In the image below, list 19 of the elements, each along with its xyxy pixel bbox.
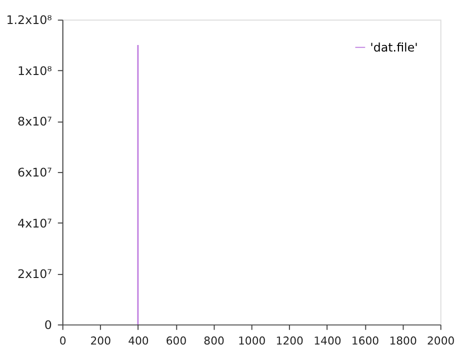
x-tick-label: 200: [90, 334, 112, 348]
y-tick-label: 4x10⁷: [18, 216, 52, 230]
y-tick-label: 0: [44, 318, 52, 332]
x-tick-label: 400: [128, 334, 149, 348]
y-tick-label: 2x10⁷: [18, 267, 52, 282]
x-tick-label: 1800: [389, 334, 417, 348]
x-tick-label: 0: [59, 334, 66, 348]
y-tick-label: 8x10⁷: [18, 114, 52, 129]
x-tick-label: 800: [204, 334, 224, 348]
x-tick-label: 1200: [276, 334, 304, 348]
x-tick-label: 600: [166, 334, 187, 348]
x-tick-label: 1600: [351, 334, 380, 348]
x-tick-label: 1000: [238, 334, 266, 348]
y-tick-label: 1.2x10⁸: [6, 13, 52, 28]
y-tick-label: 6x10⁷: [18, 166, 52, 180]
y-tick-label: 1x10⁸: [18, 64, 52, 78]
x-tick-label: 2000: [427, 334, 455, 348]
x-tick-label: 1400: [314, 334, 342, 348]
legend-label: 'dat.file': [370, 40, 418, 54]
